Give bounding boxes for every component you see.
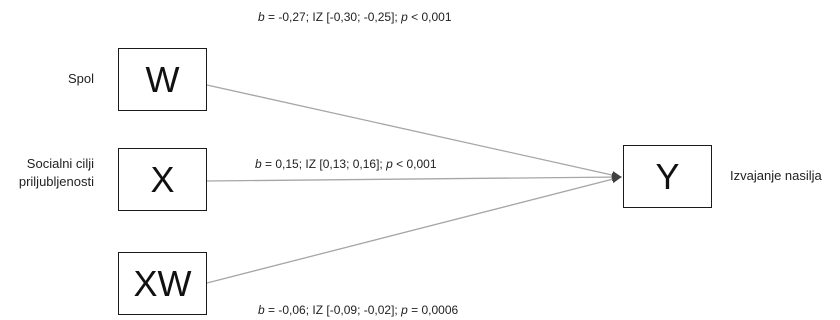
p-value: = 0,0006	[407, 303, 459, 317]
p-symbol: p	[401, 10, 408, 24]
node-xw-box: XW	[118, 252, 207, 315]
arrow-xw-to-y	[206, 175, 622, 284]
node-label-spol: Spol	[67, 71, 94, 86]
path-coefficient-w-to-y: b = -0,27; IZ [-0,30; -0,25]; p < 0,001	[258, 10, 452, 24]
p-value: < 0,001	[407, 10, 452, 24]
p-symbol: p	[386, 157, 393, 171]
b-value: = -0,06; IZ [-0,09; -0,02];	[264, 303, 402, 317]
b-symbol: b	[258, 10, 265, 24]
p-value: < 0,001	[392, 157, 437, 171]
b-value: = 0,15; IZ [0,13; 0,16];	[261, 157, 387, 171]
b-symbol: b	[255, 157, 262, 171]
b-symbol: b	[258, 303, 265, 317]
node-x-box: X	[118, 148, 207, 211]
node-label-line-2: priljubljenosti	[18, 174, 94, 189]
path-coefficient-xw-to-y: b = -0,06; IZ [-0,09; -0,02]; p = 0,0006	[258, 303, 458, 317]
b-value: = -0,27; IZ [-0,30; -0,25];	[264, 10, 402, 24]
arrow-w-to-y	[206, 84, 622, 179]
p-symbol: p	[401, 303, 408, 317]
node-label-line-1: Socialni cilji	[26, 156, 94, 171]
node-label-izvajanje-nasilja: Izvajanje nasilja	[730, 168, 822, 183]
path-coefficient-x-to-y: b = 0,15; IZ [0,13; 0,16]; p < 0,001	[255, 157, 437, 171]
node-y-box: Y	[623, 145, 712, 208]
arrow-x-to-y	[206, 173, 622, 182]
node-w-box: W	[118, 48, 207, 111]
node-label-socialni-cilji: Socialni cilji priljubljenosti	[0, 155, 94, 191]
